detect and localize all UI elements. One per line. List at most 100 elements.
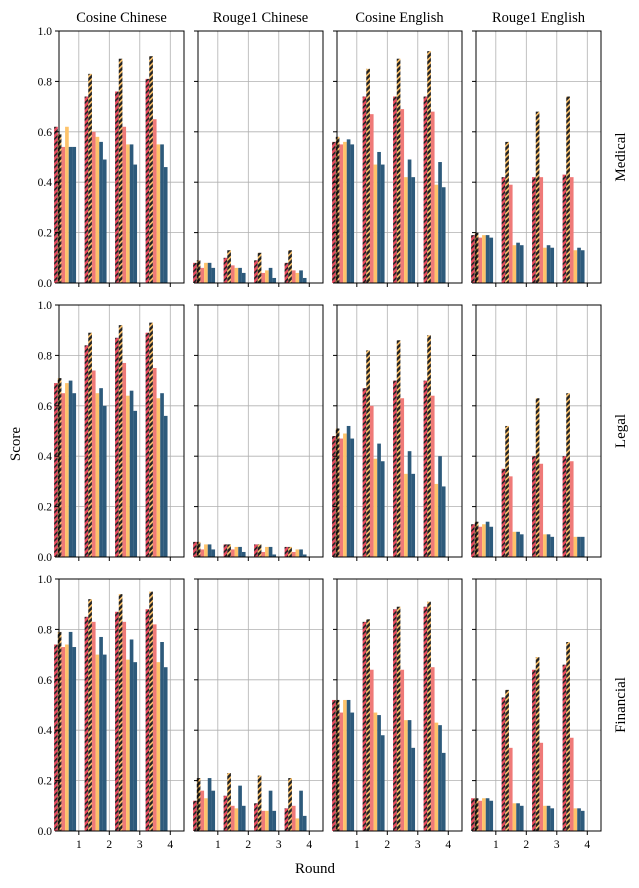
bar [489,237,494,283]
bar [204,544,208,557]
bar [407,720,412,831]
bar [366,68,370,283]
bar [535,111,540,283]
y-tick-label: 0.0 [38,552,53,564]
bar [234,267,239,283]
bar [145,609,150,831]
bar [478,526,483,557]
bar [238,546,242,557]
bar [362,96,367,284]
bar [339,144,344,283]
bar [501,177,506,283]
bar [478,800,483,831]
y-tick-label: 0.4 [38,451,53,463]
bar [396,58,401,283]
bar [133,410,138,557]
bar [68,146,73,283]
bar [335,699,340,831]
bar [332,141,336,283]
bar [350,144,355,283]
bar [299,270,303,283]
bar [118,325,123,557]
bar [302,815,307,831]
bar [350,712,355,831]
bar [373,712,378,831]
bar [84,616,89,831]
bar [489,800,494,831]
bar [291,270,296,283]
bar [535,398,540,557]
y-tick-label: 1.0 [38,26,53,38]
x-tick-label: 4 [445,839,451,851]
panel-frame [58,578,185,832]
bar [377,151,381,283]
bar [204,262,208,283]
bar [54,644,58,831]
bar [61,393,66,557]
panel-frame [197,578,324,832]
bar [485,521,490,557]
x-tick-label: 3 [276,839,282,851]
bar [118,58,123,283]
row-labels: Medical Legal Financial [613,132,629,732]
bar [288,250,292,283]
bar [577,808,581,831]
bar [61,647,66,831]
bar [543,247,547,283]
bar [291,805,296,831]
bar [343,433,347,557]
bar [438,162,442,283]
panel-r3-c3: 1 2 3 4 [332,578,463,851]
bar [543,805,547,831]
bar [84,345,89,557]
bar [265,546,269,557]
bar [501,468,506,557]
bar [149,322,153,557]
panel-r2-c1: 0.0 0.2 0.4 0.6 0.8 1.0 [38,300,185,564]
bar [163,415,168,557]
x-tick-label: 3 [554,839,560,851]
bar [427,51,431,283]
bar [163,167,168,283]
bar [369,669,374,831]
bar [380,735,385,831]
y-tick-label: 0.8 [38,76,53,88]
bar [471,798,475,831]
bar [516,803,520,831]
bar [362,621,367,831]
bar [430,111,435,283]
y-tick-label: 0.4 [38,725,53,737]
bar [485,235,490,283]
bar [400,109,405,284]
bar [126,144,130,283]
bar [200,267,205,283]
bar [505,425,509,557]
bar [396,340,401,557]
panel-frame [475,578,602,832]
bar [516,531,520,557]
panel-r1-c2 [193,30,324,287]
bar [241,805,246,831]
bar [95,136,100,283]
bar [566,393,570,557]
bar [339,438,344,557]
bar [489,526,494,557]
bar [393,96,397,284]
column-title: Rouge1 English [492,10,586,26]
bar [207,778,212,831]
bar [95,654,100,831]
bar [577,536,581,557]
bar [95,393,100,557]
bar [441,486,446,557]
bar [241,272,246,283]
x-tick-label: 2 [523,839,529,851]
bar [474,521,479,557]
bar [407,159,412,283]
bar [393,380,397,557]
bar [54,126,58,283]
bar [516,242,520,283]
bar [573,536,578,557]
y-tick-label: 0.2 [38,502,53,514]
bar [102,654,107,831]
